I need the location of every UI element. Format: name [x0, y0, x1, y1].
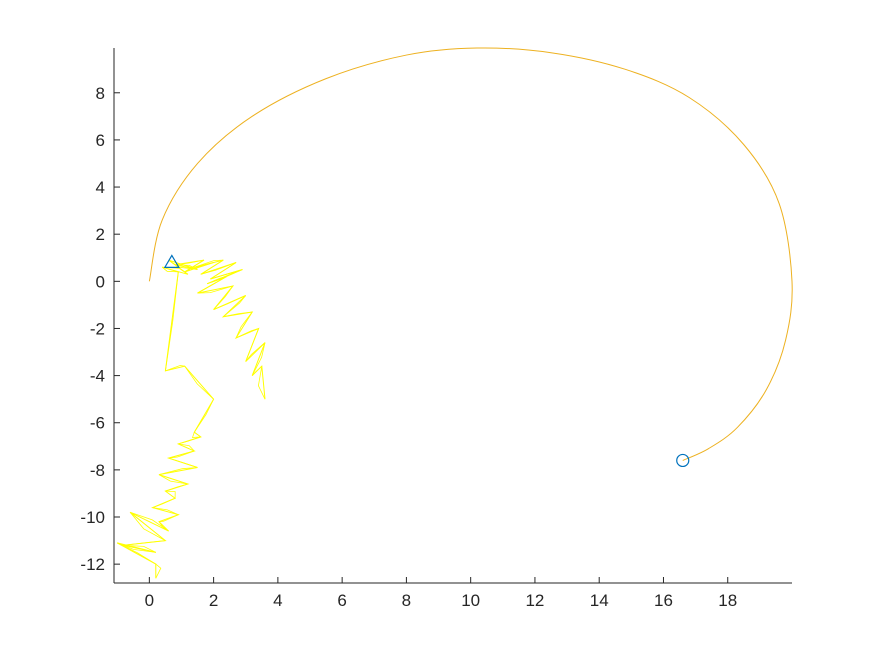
noise-segment	[117, 542, 157, 565]
noise-segment	[197, 285, 234, 294]
y-axis-ticks: 8 6 4 2 0 -2 -4 -6 -8 -10 -12	[80, 84, 120, 574]
noise-segment	[235, 311, 253, 339]
noise-segment	[178, 436, 201, 445]
x-tick-label: 6	[337, 591, 346, 610]
noise-segment	[184, 365, 214, 400]
x-axis-ticks: 0 2 4 6 8 10 12 14 16 18	[145, 577, 737, 610]
start-triangle-marker	[163, 254, 180, 268]
noisy-trajectory-jitter	[117, 259, 266, 579]
noise-segment	[251, 365, 263, 376]
end-circle-marker	[676, 453, 690, 468]
y-tick-label: -6	[90, 414, 105, 433]
y-tick-label: 4	[96, 178, 105, 197]
noise-segment	[175, 259, 205, 266]
plot-area	[116, 47, 793, 579]
noisy-trajectory-line	[116, 259, 266, 579]
x-tick-label: 8	[402, 591, 411, 610]
noise-segment	[165, 483, 189, 492]
noise-segment	[165, 271, 179, 371]
noise-segment	[161, 266, 179, 273]
y-tick-label: 6	[96, 131, 105, 150]
x-tick-label: 10	[461, 591, 480, 610]
noise-segment	[184, 259, 205, 273]
noise-segment	[200, 262, 237, 275]
x-tick-label: 16	[654, 591, 673, 610]
noise-segment	[210, 269, 243, 280]
y-tick-label: -12	[80, 555, 105, 574]
noise-segment	[193, 399, 214, 433]
y-tick-label: -10	[80, 508, 105, 527]
noise-segment	[129, 512, 166, 541]
noise-segment	[257, 366, 266, 400]
noise-segment	[223, 311, 253, 318]
x-tick-label: 4	[273, 591, 282, 610]
noise-segment	[123, 540, 166, 546]
reference-trajectory-line	[148, 47, 793, 461]
x-tick-label: 12	[525, 591, 544, 610]
noise-segment	[223, 295, 247, 318]
noise-segment	[165, 365, 185, 372]
noise-segment	[184, 262, 214, 273]
y-tick-label: 0	[96, 272, 105, 291]
y-tick-label: 8	[96, 84, 105, 103]
noise-segment	[251, 342, 266, 376]
noise-segment	[235, 328, 259, 339]
noise-segment	[123, 544, 156, 553]
noise-segment	[207, 269, 243, 285]
noise-segment	[117, 542, 156, 553]
y-tick-label: -4	[90, 367, 105, 386]
axes: 0 2 4 6 8 10 12 14 16 18 8 6 4 2 0 -2 -4 -6 -8 -10 -12	[80, 48, 792, 610]
noise-segment	[152, 497, 176, 508]
noise-segment	[158, 467, 198, 475]
noise-segment	[210, 262, 237, 280]
x-tick-label: 18	[718, 591, 737, 610]
noise-segment	[165, 490, 176, 499]
noise-segment	[213, 295, 246, 310]
noise-segment	[152, 507, 179, 516]
x-tick-label: 14	[590, 591, 609, 610]
noise-segment	[245, 342, 266, 362]
noise-segment	[158, 474, 188, 485]
x-tick-label: 2	[209, 591, 218, 610]
noise-segment	[194, 259, 224, 268]
noise-segment	[155, 563, 162, 579]
y-tick-label: -2	[90, 319, 105, 338]
noise-segment	[191, 432, 201, 438]
x-tick-label: 0	[145, 591, 154, 610]
y-tick-label: 2	[96, 225, 105, 244]
noise-segment	[129, 511, 169, 532]
noise-segment	[197, 276, 227, 294]
noise-segment	[168, 457, 198, 468]
noise-segment	[178, 443, 195, 452]
noise-segment	[158, 514, 179, 523]
noise-segment	[175, 264, 198, 270]
noise-segment	[168, 450, 195, 459]
noise-segment	[245, 328, 259, 362]
noise-segment	[213, 285, 234, 310]
y-tick-label: -8	[90, 461, 105, 480]
noise-segment	[200, 259, 224, 275]
